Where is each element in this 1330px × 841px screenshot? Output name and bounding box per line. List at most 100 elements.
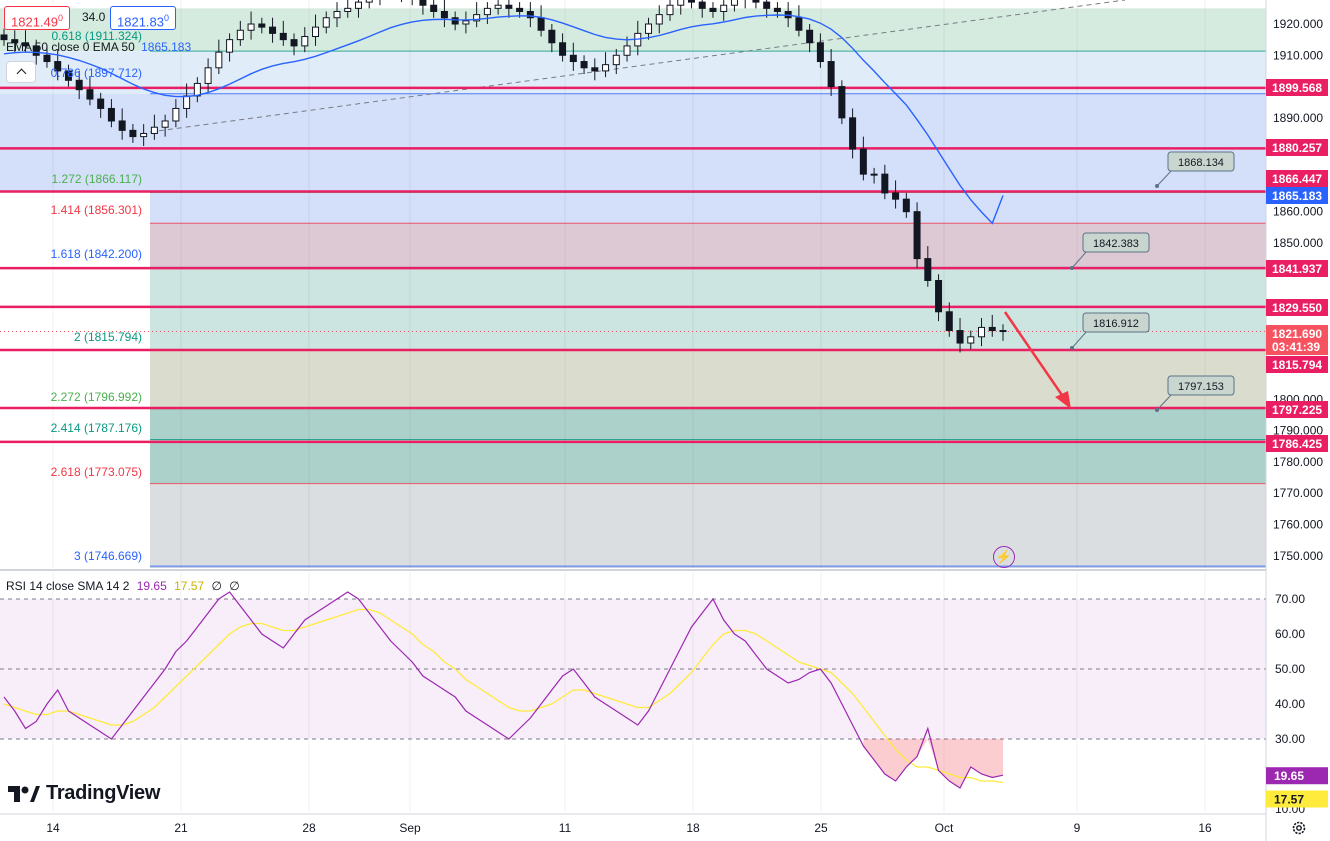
price-tag <box>1266 299 1328 316</box>
candle-down <box>902 198 910 213</box>
ask-box[interactable]: 1821.830 <box>110 6 177 30</box>
price-tag <box>1266 139 1328 156</box>
candle-down <box>945 311 953 332</box>
ema-legend[interactable]: EMA 50 close 0 EMA 50 1865.183 <box>6 40 191 54</box>
candle-down <box>816 42 824 63</box>
candle-down <box>419 0 427 6</box>
candle-up <box>645 23 653 34</box>
fib-band <box>150 349 1266 409</box>
price-tag <box>1266 435 1328 452</box>
bid-price: 1821.49 <box>11 14 58 30</box>
rsi-legend-sma: 17.57 <box>174 579 205 593</box>
price-tag <box>1266 260 1328 277</box>
candles <box>0 0 1007 353</box>
candle-down <box>11 39 19 44</box>
alert-button[interactable]: ⚡ <box>993 546 1015 568</box>
fib-label: 2.272 (1796.992) <box>51 390 142 404</box>
rsi-legend[interactable]: RSI 14 close SMA 14 2 19.65 17.57 ∅ ∅ <box>6 579 240 593</box>
fib-band <box>150 408 1266 440</box>
bid-box[interactable]: 1821.490 <box>4 6 71 30</box>
spread-value: 34.0 <box>82 10 106 24</box>
callout-pointer <box>1071 330 1088 349</box>
time-tick-label: 11 <box>559 821 572 835</box>
candle-down <box>892 192 900 200</box>
callout-pointer <box>1156 169 1173 187</box>
candle-down <box>430 4 438 12</box>
rsi-line <box>3 591 1004 789</box>
time-tick-label: 28 <box>302 821 316 835</box>
price-axis-bg <box>1266 0 1330 841</box>
callout-anchor <box>1070 266 1074 270</box>
callout-box[interactable] <box>1167 375 1235 396</box>
candle-down <box>21 42 29 47</box>
rsi-sma-line <box>3 608 1004 784</box>
time-tick-label: 9 <box>1074 821 1081 835</box>
candle-up <box>483 7 491 16</box>
candle-up <box>666 4 674 16</box>
candle-down <box>54 61 62 72</box>
lightning-icon: ⚡ <box>995 549 1013 564</box>
ask-price: 1821.83 <box>117 14 164 30</box>
candle-down <box>32 45 40 56</box>
candle-up <box>140 132 148 138</box>
candle-down <box>107 107 115 122</box>
candle-up <box>322 17 330 28</box>
candle-down <box>43 54 51 63</box>
candle-down <box>290 39 298 47</box>
candle-down <box>806 29 814 44</box>
candle-down <box>440 10 448 19</box>
horizontal-levels <box>0 86 1266 444</box>
fib-band <box>150 192 1266 224</box>
callout-box[interactable] <box>1082 232 1150 253</box>
callout-box[interactable] <box>1082 312 1150 333</box>
rsi-tick-label: 60.00 <box>1275 627 1305 641</box>
price-tag-label: 1866.447 <box>1272 172 1322 186</box>
fib-label: 1.272 (1866.117) <box>51 172 142 186</box>
callout-pointer <box>1156 393 1173 411</box>
candle-down <box>773 7 781 12</box>
callout-value: 1868.134 <box>1178 157 1224 169</box>
rsi-legend-title: RSI 14 close SMA 14 2 <box>6 579 130 593</box>
time-tick-label: 18 <box>686 821 700 835</box>
callout-anchor <box>1155 408 1159 412</box>
time-tick-label: 21 <box>174 821 188 835</box>
candle-down <box>64 70 72 81</box>
price-callouts: 1868.134 1842.383 1816.912 1797.153 <box>1070 151 1235 412</box>
settings-button[interactable] <box>1291 820 1307 836</box>
fib-label: 3 (1746.669) <box>74 549 142 563</box>
callout-box[interactable] <box>1167 151 1235 172</box>
candle-down <box>924 258 932 281</box>
callout-value: 1816.912 <box>1093 318 1139 330</box>
callout-anchor <box>1070 346 1074 350</box>
candle-down <box>935 279 943 313</box>
rsi-tag-label: 19.65 <box>1274 769 1304 783</box>
price-tick-label: 1850.000 <box>1273 236 1323 250</box>
callout-value: 1842.383 <box>1093 238 1139 250</box>
price-tag <box>1266 170 1328 187</box>
price-tag <box>1266 401 1328 418</box>
time-tick-label: 16 <box>1198 821 1212 835</box>
fib-band <box>0 93 1266 193</box>
candle-up <box>183 95 191 109</box>
fib-label: 2 (1815.794) <box>74 330 142 344</box>
collapse-legend-button[interactable] <box>6 61 36 83</box>
candle-up <box>612 54 620 66</box>
rsi-pane <box>0 591 1266 789</box>
price-tag <box>1266 356 1328 373</box>
candle-down <box>763 1 771 9</box>
rsi-tick-label: 40.00 <box>1275 697 1305 711</box>
candle-up <box>312 26 320 38</box>
callout-value: 1797.153 <box>1178 381 1224 393</box>
tradingview-mark-icon <box>8 785 40 802</box>
candle-up <box>150 126 158 134</box>
price-tick-label: 1890.000 <box>1273 111 1323 125</box>
candle-up <box>236 29 244 41</box>
time-tick-label: Oct <box>935 821 954 835</box>
candle-up <box>462 20 470 25</box>
price-tag-label: 1821.690 <box>1272 327 1322 341</box>
candle-up <box>172 107 180 122</box>
fib-label: 0.618 (1911.324) <box>51 29 142 43</box>
candle-down <box>709 7 717 12</box>
candle-down <box>591 67 599 72</box>
